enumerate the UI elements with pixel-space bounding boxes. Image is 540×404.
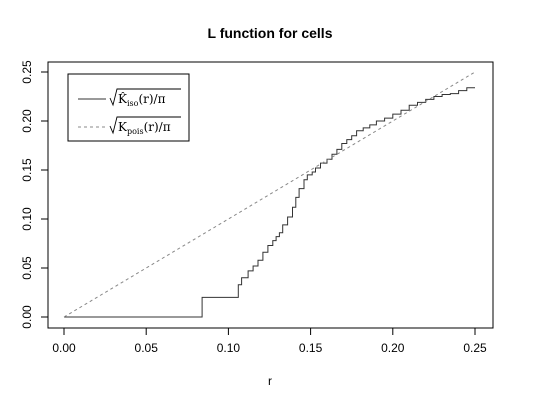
legend-label: K̂iso(r)/π bbox=[118, 91, 166, 108]
series-line-kiso bbox=[64, 87, 475, 318]
y-axis: 0.00 0.05 0.10 0.15 0.20 0.25 bbox=[20, 60, 49, 329]
y-tick-label: 0.25 bbox=[20, 60, 34, 84]
y-tick-label: 0.20 bbox=[20, 109, 34, 133]
x-axis-label: r bbox=[268, 374, 272, 388]
y-tick-label: 0.00 bbox=[20, 305, 34, 329]
x-tick-label: 0.25 bbox=[463, 341, 487, 355]
y-tick-label: 0.10 bbox=[20, 207, 34, 231]
x-tick-label: 0.05 bbox=[135, 341, 159, 355]
legend-box bbox=[67, 73, 190, 142]
series-line-kpois bbox=[63, 71, 476, 318]
legend-label: Kpois(r)/π bbox=[118, 120, 171, 136]
y-tick-label: 0.05 bbox=[20, 256, 34, 280]
x-tick-label: 0.10 bbox=[217, 341, 241, 355]
y-tick-label: 0.15 bbox=[20, 158, 34, 182]
x-axis: 0.00 0.05 0.10 0.15 0.20 0.25 bbox=[52, 327, 487, 355]
x-tick-label: 0.15 bbox=[299, 341, 323, 355]
legend: K̂iso(r)/π Kpois(r)/π bbox=[67, 73, 190, 142]
sqrt-symbol bbox=[109, 116, 181, 135]
sqrt-symbol bbox=[109, 88, 181, 107]
x-tick-label: 0.00 bbox=[52, 341, 76, 355]
series-layer bbox=[63, 71, 476, 318]
chart-title: L function for cells bbox=[208, 25, 333, 41]
x-tick-label: 0.20 bbox=[381, 341, 405, 355]
